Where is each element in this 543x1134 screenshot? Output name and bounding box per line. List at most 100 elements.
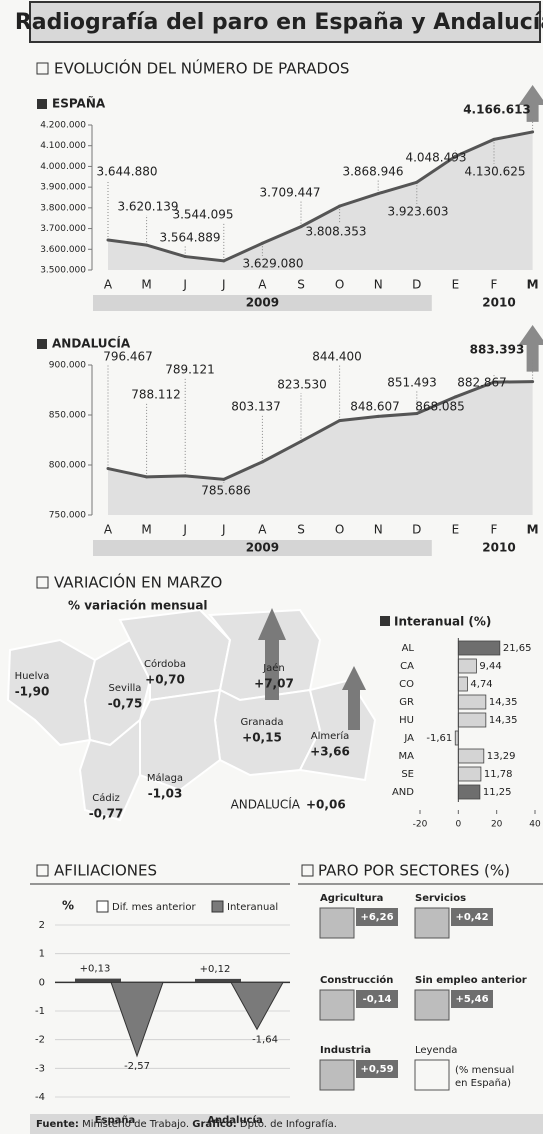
point <box>183 474 187 478</box>
value-label: 11,78 <box>484 769 513 780</box>
arrow-icon <box>258 608 286 700</box>
sector-icon <box>319 989 355 1021</box>
sector-name: Sin empleo anterior <box>415 975 527 986</box>
y-tick-label: 3.800.000 <box>40 203 86 213</box>
x-tick-label: España <box>95 1115 136 1126</box>
x-tick-label: 20 <box>491 820 503 830</box>
checkbox-icon <box>36 576 49 589</box>
sector-badge <box>356 908 398 926</box>
y-tick-label: 4.000.000 <box>40 162 86 172</box>
legend-icon <box>414 1059 450 1091</box>
sector-badge <box>356 990 398 1008</box>
x-tick-label: F <box>491 523 498 537</box>
y-tick-label: 1 <box>39 949 45 960</box>
value-label: 823.530 <box>277 378 327 392</box>
y-tick-label: 850.000 <box>49 411 86 421</box>
section-heading: PARO POR SECTORES (%) <box>318 862 510 880</box>
y-tick-label: 3.500.000 <box>40 266 86 276</box>
sector-icon <box>414 907 450 939</box>
x-tick-label: A <box>258 278 267 292</box>
title-icon <box>380 616 390 626</box>
point <box>415 180 419 184</box>
bar <box>457 748 485 764</box>
x-tick-label: O <box>335 278 344 292</box>
chart-title: Interanual (%) <box>394 615 491 629</box>
sector-value: +0,59 <box>360 1064 393 1075</box>
x-tick-label: J <box>182 278 187 292</box>
sector-value: -0,14 <box>363 994 392 1005</box>
x-tick-label: O <box>335 523 344 537</box>
sector-icon <box>414 989 450 1021</box>
province-value: -1,90 <box>15 685 50 699</box>
legend-label: Interanual <box>227 902 278 913</box>
category-label: AL <box>402 643 415 654</box>
year-label: 2010 <box>482 296 515 310</box>
point <box>183 255 187 259</box>
checkbox-icon <box>301 864 314 877</box>
province-name: Jaén <box>262 662 285 674</box>
point <box>338 204 342 208</box>
legend-text: en España) <box>455 1078 511 1089</box>
value-label: 803.137 <box>231 400 281 414</box>
point <box>492 137 496 141</box>
point <box>299 439 303 443</box>
value-label: -1,64 <box>252 1034 278 1045</box>
footer-band <box>30 1114 543 1134</box>
sector-name: Servicios <box>415 893 466 904</box>
value-label: 848.607 <box>350 400 400 414</box>
x-tick-label: J <box>182 523 187 537</box>
y-tick-label: 3.700.000 <box>40 224 86 234</box>
chart-title: ANDALUCÍA <box>52 336 131 351</box>
x-tick-label: Andalucía <box>207 1114 262 1126</box>
point <box>415 412 419 416</box>
value-label: +0,12 <box>200 964 231 975</box>
year-label: 2009 <box>246 296 279 310</box>
line <box>107 380 533 481</box>
value-label: 3.564.889 <box>159 231 220 245</box>
point <box>222 259 226 263</box>
footer-label: Gráfico: <box>192 1118 236 1130</box>
title: Radiografía del paro en España y Andaluc… <box>15 10 543 35</box>
section-heading: AFILIACIONES <box>54 862 157 880</box>
value-label: 883.393 <box>470 343 525 357</box>
y-tick-label: 2 <box>39 920 45 931</box>
x-tick-label: A <box>258 523 267 537</box>
section-heading: EVOLUCIÓN DEL NÚMERO DE PARADOS <box>54 59 349 78</box>
value-label: 13,29 <box>487 751 516 762</box>
point <box>338 419 342 423</box>
sector-icon <box>319 907 355 939</box>
arrow-bar <box>230 981 284 1031</box>
title-box <box>29 1 541 43</box>
province-name: Huelva <box>15 671 50 682</box>
value-label: 9,44 <box>479 661 501 672</box>
value-label: 3.868.946 <box>342 165 403 179</box>
province-value: -0,75 <box>108 697 143 711</box>
value-label: 4.166.613 <box>463 103 531 117</box>
legend-swatch <box>211 900 224 913</box>
point <box>260 241 264 245</box>
x-tick-label: M <box>141 523 151 537</box>
value-label: 851.493 <box>387 376 437 390</box>
value-label: -1,61 <box>426 733 452 744</box>
title-icon <box>37 339 47 349</box>
sector-name: Agricultura <box>320 893 383 904</box>
value-label: 868.085 <box>415 400 465 414</box>
point <box>222 477 226 481</box>
province-value: -1,03 <box>148 787 183 801</box>
x-tick-label: E <box>452 523 460 537</box>
sector-name: Construcción <box>320 974 393 986</box>
value-label: 3.644.880 <box>96 165 157 179</box>
category-label: SE <box>401 769 414 780</box>
bar <box>457 766 482 782</box>
point <box>260 460 264 464</box>
x-tick-label: J <box>221 523 226 537</box>
category-label: CA <box>400 661 414 672</box>
area <box>108 131 533 270</box>
province-name: Málaga <box>147 772 183 784</box>
bar <box>457 658 477 674</box>
value-label: 4.130.625 <box>464 165 525 179</box>
point <box>492 380 496 384</box>
section-heading: VARIACIÓN EN MARZO <box>54 573 222 592</box>
bar <box>457 694 487 710</box>
sector-badge <box>356 1060 398 1078</box>
